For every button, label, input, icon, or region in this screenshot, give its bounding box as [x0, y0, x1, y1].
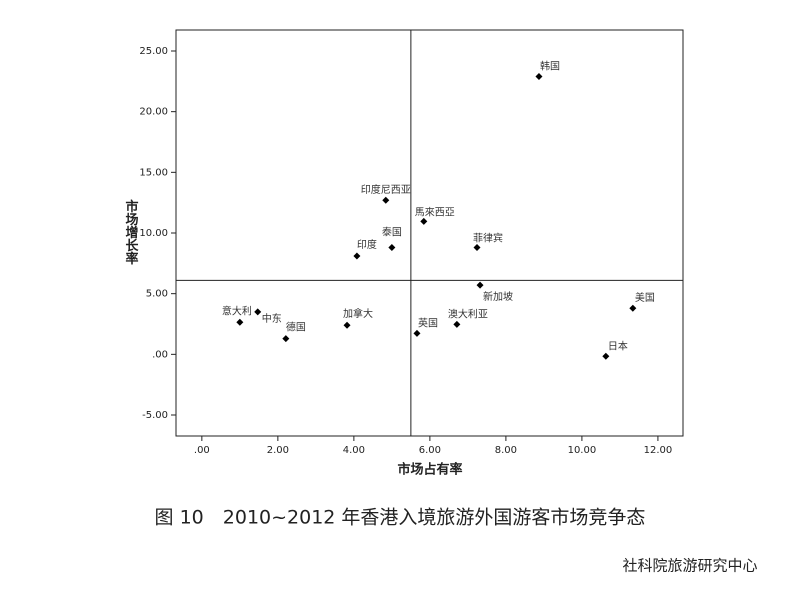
point-label: 菲律宾	[473, 232, 503, 245]
y-tick-label: .00	[152, 349, 168, 360]
point-label: 泰国	[382, 226, 402, 239]
x-tick-label: 4.00	[343, 445, 365, 456]
point-label: 中东	[262, 312, 282, 325]
point	[388, 244, 396, 252]
plot-frame	[175, 29, 684, 437]
y-tick-label: -5.00	[142, 410, 168, 421]
point	[236, 318, 244, 326]
point	[420, 217, 428, 225]
point-label: 意大利	[222, 304, 252, 317]
point-label: 英国	[418, 316, 438, 329]
point	[413, 329, 421, 337]
point	[382, 196, 390, 204]
x-tick-label: .00	[194, 445, 210, 456]
point	[254, 308, 262, 316]
point-label: 美国	[635, 291, 655, 304]
point-label: 印度	[357, 238, 377, 251]
x-tick-label: 10.00	[568, 445, 597, 456]
point	[602, 352, 610, 360]
point-label: 加拿大	[343, 307, 373, 320]
point-label: 新加坡	[483, 290, 513, 303]
point	[535, 72, 543, 80]
y-tick-label: 10.00	[139, 228, 168, 239]
y-tick-label: 20.00	[139, 107, 168, 118]
point-label: 日本	[608, 339, 628, 352]
point-label: 澳大利亚	[448, 307, 488, 320]
x-tick-label: 6.00	[419, 445, 441, 456]
point	[343, 321, 351, 329]
point-label: 印度尼西亚	[361, 183, 411, 196]
x-tick-label: 8.00	[495, 445, 517, 456]
x-axis-title: 市场占有率	[397, 462, 462, 478]
point	[473, 244, 481, 252]
point	[453, 320, 461, 328]
x-tick-label: 12.00	[644, 445, 673, 456]
point	[282, 335, 290, 343]
point	[629, 304, 637, 312]
point-label: 馬來西亞	[415, 206, 455, 218]
y-tick-label: 5.00	[146, 289, 168, 300]
caption: 图 10 2010~2012 年香港入境旅游外国游客市场竞争态	[155, 507, 646, 529]
y-tick-label: 25.00	[139, 46, 168, 57]
watermark: 社科院旅游研究中心	[622, 557, 757, 575]
y-axis-title: 市场增长率	[123, 199, 139, 266]
point-label: 德国	[286, 321, 306, 334]
point	[353, 252, 361, 260]
x-tick-label: 2.00	[267, 445, 289, 456]
y-tick-label: 15.00	[139, 167, 168, 178]
point-label: 韩国	[540, 59, 560, 72]
point	[476, 281, 484, 289]
